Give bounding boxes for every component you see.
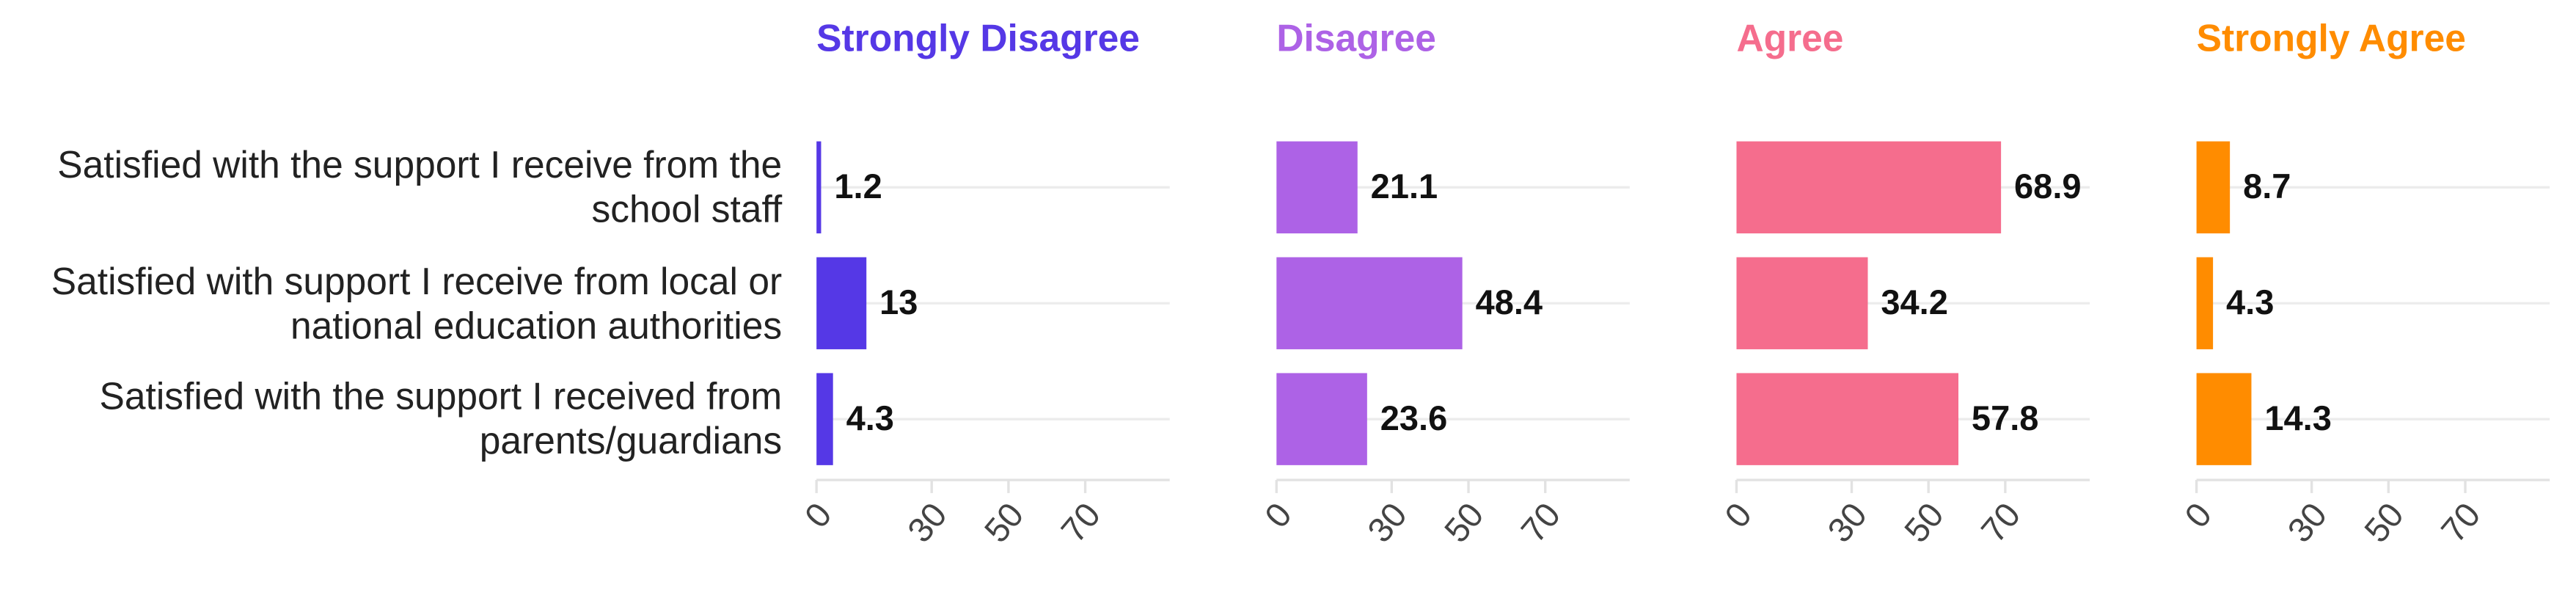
value-label: 8.7 [2243,167,2291,205]
x-tick-label: 30 [1820,495,1874,550]
x-tick-label: 30 [900,495,954,550]
x-tick-label: 70 [1973,495,2027,550]
x-tick-label: 70 [1513,495,1567,550]
panel-title: Agree [1736,17,1843,59]
bar [1736,141,2002,234]
category-label: Satisfied with support I receive from lo… [51,258,783,346]
bar [1276,257,1463,349]
bar [2196,257,2214,349]
x-tick-label: 0 [797,495,838,535]
value-label: 34.2 [1881,283,1948,321]
x-tick-label: 50 [2357,495,2411,550]
bar [2196,141,2231,234]
bar [1276,373,1367,465]
value-label: 14.3 [2264,398,2332,437]
x-tick-label: 50 [976,495,1031,550]
value-label: 4.3 [846,398,894,437]
bar [1736,257,1868,349]
value-label: 4.3 [2226,283,2274,321]
x-tick-label: 70 [1053,495,1108,550]
panel-title: Strongly Agree [2197,17,2466,59]
value-label: 23.6 [1380,398,1448,437]
bar [816,141,822,234]
value-label: 21.1 [1371,167,1438,205]
x-tick-label: 50 [1897,495,1951,550]
value-label: 1.2 [834,167,882,205]
bar [816,373,833,465]
value-label: 57.8 [1972,398,2039,437]
x-tick-label: 30 [1360,495,1414,550]
x-tick-label: 0 [2177,495,2219,535]
value-label: 68.9 [2014,167,2082,205]
panel-title: Strongly Disagree [816,17,1140,59]
x-tick-label: 50 [1436,495,1490,550]
panel-title: Disagree [1276,17,1436,59]
bar [816,257,867,349]
category-label: Satisfied with the support I receive fro… [57,142,783,230]
bar [1276,141,1358,234]
x-tick-label: 0 [1717,495,1759,535]
value-label: 48.4 [1476,283,1543,321]
category-label: Satisfied with the support I received fr… [99,374,783,462]
bar [2196,373,2252,465]
x-tick-label: 0 [1257,495,1299,535]
value-label: 13 [879,283,918,321]
x-tick-label: 70 [2433,495,2487,550]
x-tick-label: 30 [2280,495,2334,550]
bar [1736,373,1959,465]
